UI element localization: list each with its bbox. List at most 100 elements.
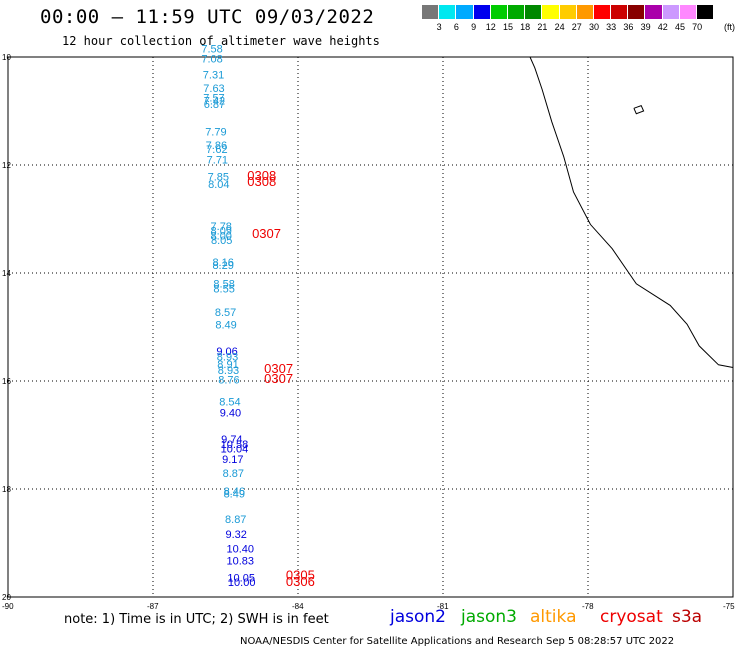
coastline (529, 56, 734, 368)
lon-tick-label: -90 (2, 602, 14, 611)
wave-height-label: 9.17 (222, 454, 243, 466)
wave-height-label: 8.55 (213, 283, 234, 295)
cryosat-pass-label: 0305 (286, 568, 315, 583)
lat-tick-label: 12 (2, 161, 11, 170)
footer-note: note: 1) Time is in UTC; 2) SWH is in fe… (64, 612, 329, 627)
wave-height-label: 10.00 (228, 577, 256, 589)
color-scale-swatch (422, 5, 440, 19)
color-scale-label: 6 (453, 22, 459, 32)
wave-height-label: 8.76 (218, 375, 239, 387)
color-scale-label: 42 (657, 22, 668, 32)
map-title: 00:00 – 11:59 UTC 09/03/2022 (40, 6, 375, 28)
lon-tick-label: -81 (437, 602, 449, 611)
wave-height-label: 7.78 (211, 221, 232, 233)
wave-height-label: 7.86 (206, 140, 227, 152)
wave-height-label: 7.57 (203, 92, 224, 104)
wave-height-label: 8.09 (211, 226, 232, 238)
legend-s3a: s3a (672, 607, 703, 627)
color-scale-boxes (422, 5, 715, 19)
wave-height-label: 10.83 (226, 556, 254, 568)
color-scale-unit: (ft) (724, 22, 735, 32)
color-scale-swatch (645, 5, 663, 19)
color-scale-label: 36 (623, 22, 634, 32)
color-scale-label: 15 (502, 22, 513, 32)
color-scale-swatch (439, 5, 457, 19)
wave-height-label: 8.16 (212, 257, 233, 269)
wave-height-label: 7.62 (206, 144, 227, 156)
wave-height-label: 8.91 (217, 359, 238, 371)
color-scale-label: 30 (588, 22, 599, 32)
wave-height-label: 7.79 (205, 126, 226, 138)
wave-height-label: 8.04 (208, 179, 229, 191)
map-frame (7, 56, 734, 598)
wave-height-label: 10.58 (221, 439, 249, 451)
legend-jason2: jason2 (390, 607, 446, 627)
wave-height-label: 8.93 (218, 365, 239, 377)
color-scale-label: 39 (640, 22, 651, 32)
wave-height-label: 8.29 (212, 260, 233, 272)
cryosat-pass-label: 0306 (286, 574, 315, 589)
wave-height-label: 8.54 (219, 396, 240, 408)
wave-height-label: 9.40 (220, 408, 241, 420)
color-scale-swatch (456, 5, 474, 19)
footer-credits: NOAA/NESDIS Center for Satellite Applica… (240, 636, 675, 647)
lon-tick-label: -75 (723, 602, 735, 611)
color-scale: (ft) 3 6 9 12 15 18 21 24 27 30 33 36 39 42 45 70 (422, 5, 735, 33)
color-scale-swatch (559, 5, 577, 19)
color-scale-label: 21 (537, 22, 548, 32)
wave-height-label: 9.74 (221, 434, 242, 446)
wave-height-label: 10.04 (221, 443, 249, 455)
wave-height-label: 8.87 (225, 514, 246, 526)
color-scale-swatch (490, 5, 508, 19)
color-scale-swatch (628, 5, 646, 19)
island-outline (633, 104, 645, 115)
wave-height-label: 8.05 (211, 235, 232, 247)
wave-height-label: 8.00 (211, 231, 232, 243)
color-scale-swatch (662, 5, 680, 19)
legend-jason3: jason3 (461, 607, 517, 627)
cryosat-pass-label: 0308 (247, 168, 276, 183)
legend-cryosat: cryosat (600, 607, 663, 627)
wave-height-label: 9.32 (226, 529, 247, 541)
cryosat-pass-label: 0307 (264, 371, 293, 386)
color-scale-swatch (697, 5, 715, 19)
color-scale-label: 70 (692, 22, 703, 32)
color-scale-swatch (576, 5, 594, 19)
wave-height-label: 6.87 (204, 99, 225, 111)
wave-height-label: 8.49 (224, 489, 245, 501)
wave-height-label: 8.87 (223, 468, 244, 480)
color-scale-label: 18 (520, 22, 531, 32)
wave-height-label: 7.85 (208, 172, 229, 184)
wave-height-label: 7.31 (203, 70, 224, 82)
color-scale-swatch (507, 5, 526, 19)
wave-height-label: 8.49 (215, 320, 236, 332)
wave-height-label: 10.40 (226, 544, 254, 556)
wave-height-label: 8.93 (217, 351, 238, 363)
color-scale-label: 27 (571, 22, 582, 32)
wave-height-label: 8.58 (213, 279, 234, 291)
color-scale-swatch (525, 5, 543, 19)
lat-tick-label: 14 (2, 269, 11, 278)
lat-tick-label: 20 (2, 593, 11, 602)
wave-height-label: 9.06 (216, 346, 237, 358)
color-scale-label: 12 (485, 22, 496, 32)
color-scale-swatch (542, 5, 560, 19)
color-scale-labels: (ft) 3 6 9 12 15 18 21 24 27 30 33 36 39 42 45 70 (422, 19, 735, 33)
lat-tick-label: 18 (2, 485, 11, 494)
cryosat-pass-label: 0307 (264, 361, 293, 376)
color-scale-label: 3 (436, 22, 442, 32)
lat-tick-label: 16 (2, 377, 11, 386)
lon-tick-label: -78 (582, 602, 594, 611)
wave-height-label: 8.57 (215, 307, 236, 319)
lon-tick-label: -87 (147, 602, 159, 611)
color-scale-swatch (593, 5, 612, 19)
color-scale-label: 9 (471, 22, 477, 32)
lon-tick-label: -84 (292, 602, 304, 611)
cryosat-pass-label: 0308 (247, 174, 276, 189)
color-scale-swatch (679, 5, 697, 19)
color-scale-label: 24 (554, 22, 565, 32)
wave-height-label: 10.05 (227, 572, 255, 584)
wave-height-label: 7.08 (201, 53, 222, 65)
wave-height-label: 7.63 (203, 83, 224, 95)
